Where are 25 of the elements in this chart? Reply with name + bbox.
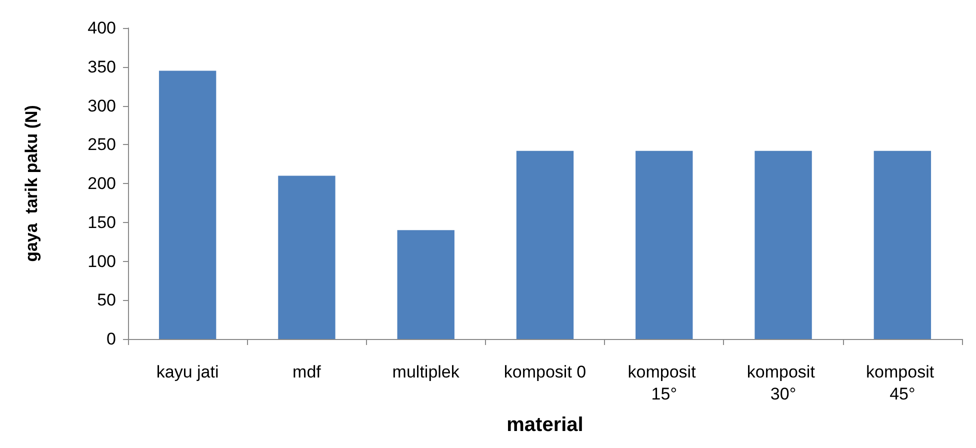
y-tick-label: 300 xyxy=(88,96,116,116)
bar xyxy=(874,150,932,339)
x-tick-label: komposit 45° xyxy=(866,362,939,404)
bar xyxy=(158,70,216,339)
x-tick-label: multiplek xyxy=(392,362,460,382)
bar xyxy=(636,150,693,339)
bar xyxy=(278,176,336,339)
x-tick-label: mdf xyxy=(292,362,322,382)
y-tick-label: 50 xyxy=(97,290,116,310)
y-tick-label: 200 xyxy=(88,174,116,193)
bar xyxy=(516,150,574,339)
bar xyxy=(397,230,454,339)
x-tick-label: komposit 0 xyxy=(504,362,586,382)
bar xyxy=(754,150,812,339)
y-tick-label: 350 xyxy=(88,57,116,76)
x-tick-label: komposit 15° xyxy=(628,362,701,404)
y-tick-label: 250 xyxy=(88,135,116,154)
y-tick-label: 100 xyxy=(88,252,116,271)
y-tick-label: 0 xyxy=(106,330,116,348)
y-axis-title: gaya tarik paku (N) xyxy=(22,105,41,262)
x-axis-title: material xyxy=(506,414,584,436)
x-tick-label: komposit 30° xyxy=(746,362,820,404)
y-tick-label: 400 xyxy=(88,18,116,38)
x-tick-label: kayu jati xyxy=(156,362,219,382)
y-tick-label: 150 xyxy=(88,212,116,232)
